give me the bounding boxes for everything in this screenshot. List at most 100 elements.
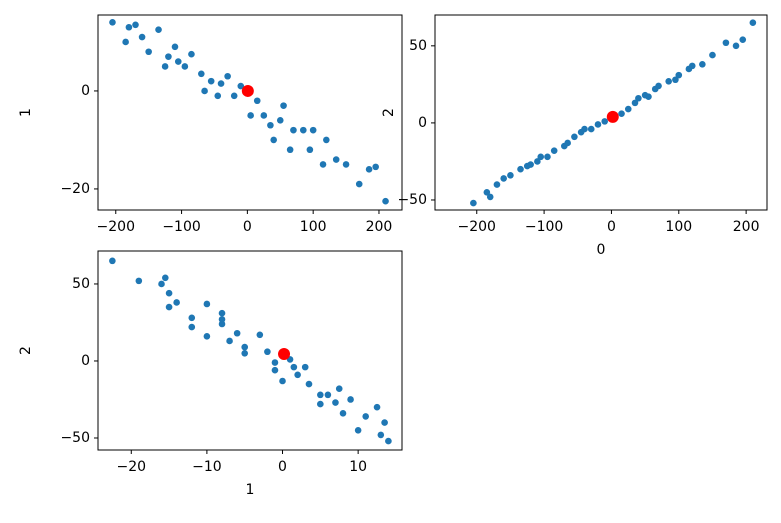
- data-point: [699, 61, 706, 68]
- data-point: [241, 343, 249, 351]
- data-point: [534, 158, 541, 165]
- data-point: [581, 125, 588, 133]
- data-point: [635, 94, 642, 102]
- data-point: [218, 316, 226, 323]
- data-point: [181, 63, 189, 70]
- data-point: [276, 117, 284, 124]
- axes-frame: [97, 14, 403, 211]
- data-point: [355, 180, 363, 188]
- data-point: [264, 348, 271, 356]
- data-point: [271, 366, 279, 374]
- highlight-point: [241, 84, 254, 97]
- data-point: [365, 166, 373, 173]
- data-point: [256, 331, 264, 339]
- data-point: [301, 363, 309, 371]
- data-point: [217, 80, 225, 87]
- data-point: [732, 42, 740, 50]
- x-tick-label: −20: [117, 459, 147, 475]
- x-tick-label: 100: [665, 219, 692, 235]
- data-point: [631, 99, 639, 107]
- data-point: [739, 36, 747, 43]
- data-point: [270, 136, 277, 144]
- data-point: [483, 188, 491, 196]
- data-point: [122, 38, 129, 46]
- data-point: [174, 58, 182, 65]
- data-point: [618, 110, 625, 117]
- data-point: [362, 413, 370, 420]
- data-point: [155, 26, 162, 33]
- data-point: [665, 77, 672, 85]
- data-point: [109, 257, 116, 265]
- data-point: [145, 48, 152, 56]
- data-point: [500, 175, 507, 182]
- y-tick-label: 50: [72, 276, 90, 292]
- data-point: [203, 333, 211, 340]
- data-point: [226, 337, 233, 345]
- data-point: [517, 165, 524, 173]
- data-point: [162, 274, 169, 282]
- x-tick-label: 0: [243, 219, 252, 235]
- data-point: [241, 349, 249, 357]
- data-point: [125, 23, 133, 31]
- y-axis-label: 2: [381, 108, 397, 117]
- data-point: [672, 76, 679, 84]
- data-point: [299, 126, 307, 134]
- x-tick-label: −100: [162, 219, 200, 235]
- data-point: [237, 82, 245, 90]
- data-point: [342, 161, 350, 168]
- data-point: [544, 153, 551, 161]
- data-point: [305, 380, 313, 388]
- x-tick-label: −200: [458, 219, 496, 235]
- x-tick-label: 200: [366, 219, 393, 235]
- data-point: [290, 126, 297, 134]
- data-point: [709, 51, 716, 59]
- data-point: [198, 70, 205, 78]
- data-point: [749, 19, 757, 27]
- x-tick-label: 0: [607, 219, 616, 235]
- data-point: [230, 92, 238, 100]
- data-point: [655, 82, 662, 90]
- data-point: [335, 385, 343, 392]
- data-point: [218, 309, 226, 317]
- data-point: [323, 136, 330, 144]
- x-tick-label: 0: [278, 459, 287, 475]
- data-point: [161, 63, 169, 70]
- x-axis-label: 0: [597, 242, 606, 258]
- data-point: [527, 161, 534, 168]
- x-tick-label: 100: [300, 219, 327, 235]
- x-tick-label: 10: [349, 459, 367, 475]
- x-axis-label: 1: [246, 482, 255, 498]
- data-point: [594, 121, 602, 128]
- data-point: [306, 146, 314, 154]
- data-point: [165, 289, 173, 297]
- data-point: [207, 77, 215, 85]
- highlight-point: [606, 110, 619, 123]
- data-point: [324, 391, 332, 399]
- data-point: [260, 112, 268, 119]
- data-point: [165, 53, 172, 60]
- data-point: [171, 43, 179, 51]
- data-point: [253, 97, 261, 105]
- x-tick-label: 200: [733, 219, 760, 235]
- data-point: [286, 146, 294, 154]
- y-tick-label: 0: [81, 83, 90, 99]
- y-tick-label: 0: [81, 353, 90, 369]
- data-point: [382, 197, 389, 205]
- data-point: [688, 62, 696, 70]
- y-tick-label: 50: [409, 38, 427, 54]
- y-axis-label: 1: [18, 108, 34, 117]
- axes-frame: [434, 14, 768, 211]
- data-point: [675, 71, 683, 79]
- x-tick-label: −100: [525, 219, 563, 235]
- data-point: [507, 172, 514, 179]
- data-point: [537, 153, 545, 161]
- x-tick-label: −10: [192, 459, 222, 475]
- data-point: [201, 87, 208, 95]
- data-point: [564, 139, 571, 147]
- data-point: [247, 112, 254, 119]
- data-point: [550, 147, 558, 154]
- data-point: [354, 426, 362, 434]
- data-point: [347, 396, 354, 403]
- y-tick-label: −50: [60, 430, 90, 446]
- axes-frame: [97, 250, 403, 451]
